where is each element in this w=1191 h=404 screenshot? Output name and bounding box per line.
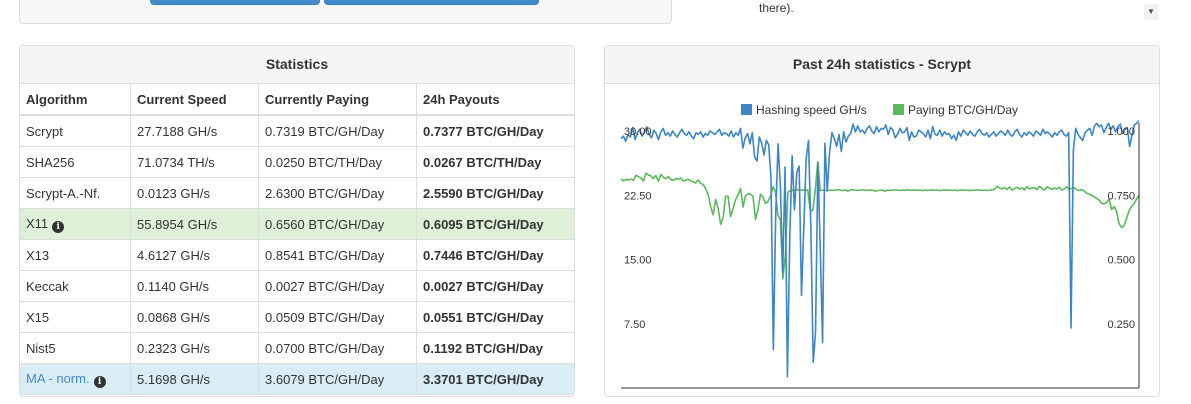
table-row: Scrypt-A.-Nf. 0.0123 GH/s 2.6300 BTC/GH/Da… [20,177,574,209]
header-24h-payouts: 24h Payouts [416,84,574,116]
cell-24h-payouts: 2.5590 BTC/GH/Day [416,177,574,209]
cell-current-speed: 55.8954 GH/s [130,208,259,240]
cell-current-speed: 27.7188 GH/s [130,115,259,147]
algorithm-label: Scrypt [26,123,63,139]
cell-algorithm: Keccak [20,270,131,302]
cell-algorithm: X15 [20,301,131,333]
statistics-table: Algorithm Current Speed Currently Paying… [20,84,574,395]
top-button-right[interactable] [324,0,539,5]
header-algorithm: Algorithm [20,84,131,116]
table-row: X13 4.6127 GH/s 0.8541 BTC/GH/Day 0.7446 BT… [20,239,574,271]
statistics-panel: Statistics Algorithm Current Speed Curre… [19,45,575,397]
cell-24h-payouts: 0.6095 BTC/GH/Day [416,208,574,240]
cell-current-speed: 0.0123 GH/s [130,177,259,209]
cell-current-speed: 5.1698 GH/s [130,363,259,395]
y-left-tick-label: 15.00 [624,255,652,267]
table-row: X15 0.0868 GH/s 0.0509 BTC/GH/Day 0.0551 BT… [20,301,574,333]
cell-currently-paying: 0.0250 BTC/TH/Day [258,146,417,178]
cell-algorithm: X13 [20,239,131,271]
algorithm-label: X11 [26,215,49,231]
scroll-down-arrow-icon[interactable]: ▼ [1144,4,1158,20]
table-row: MA - norm. i 5.1698 GH/s 3.6079 BTC/GH/Day 3… [20,363,574,395]
cell-currently-paying: 0.0700 BTC/GH/Day [258,332,417,364]
legend-label: Paying BTC/GH/Day [908,103,1018,117]
algorithm-label: SHA256 [26,154,75,170]
top-text: there). [759,1,794,15]
cell-algorithm[interactable]: MA - norm. i [20,363,131,395]
table-header-row: Algorithm Current Speed Currently Paying… [20,84,574,116]
cell-algorithm: SHA256 [20,146,131,178]
table-row: X11 i 55.8954 GH/s 0.6560 BTC/GH/Day 0.6095 … [20,208,574,240]
statistics-title: Statistics [20,46,574,84]
hashrate-chart: Hashing speed GH/s Paying BTC/GH/Day 30.00… [620,103,1140,389]
y-right-tick-label: 1.000 [1107,126,1135,138]
y-left-tick-label: 7.50 [624,319,645,331]
chart-panel: Past 24h statistics - Scrypt Hashing spe… [604,45,1160,397]
cell-current-speed: 0.2323 GH/s [130,332,259,364]
cell-current-speed: 4.6127 GH/s [130,239,259,271]
cell-currently-paying: 0.0027 BTC/GH/Day [258,270,417,302]
cell-currently-paying: 2.6300 BTC/GH/Day [258,177,417,209]
hashing-speed-line [620,120,1140,378]
legend-label: Hashing speed GH/s [756,103,867,117]
cell-currently-paying: 3.6079 BTC/GH/Day [258,363,417,395]
cell-algorithm: Scrypt [20,115,131,147]
cell-24h-payouts: 0.0027 BTC/GH/Day [416,270,574,302]
paying-line [620,161,1140,280]
chart-title: Past 24h statistics - Scrypt [605,46,1159,84]
y-right-tick-label: 0.750 [1107,190,1135,202]
legend-swatch [741,104,752,115]
cell-currently-paying: 0.8541 BTC/GH/Day [258,239,417,271]
cell-24h-payouts: 3.3701 BTC/GH/Day [416,363,574,395]
header-currently-paying: Currently Paying [258,84,417,116]
legend-swatch [893,104,904,115]
algorithm-label: Nist5 [26,340,56,356]
top-button-left[interactable] [150,0,320,5]
cell-24h-payouts: 0.7446 BTC/GH/Day [416,239,574,271]
y-left-tick-label: 22.50 [624,190,652,202]
algorithm-label: Keccak [26,278,69,294]
cell-24h-payouts: 0.0551 BTC/GH/Day [416,301,574,333]
table-row: Keccak 0.1140 GH/s 0.0027 BTC/GH/Day 0.0027… [20,270,574,302]
cell-24h-payouts: 0.7377 BTC/GH/Day [416,115,574,147]
info-icon[interactable]: i [52,220,65,233]
y-right-tick-label: 0.500 [1107,255,1135,267]
header-current-speed: Current Speed [130,84,259,116]
algorithm-label: X13 [26,247,50,263]
table-row: Nist5 0.2323 GH/s 0.0700 BTC/GH/Day 0.1192 … [20,332,574,364]
cell-currently-paying: 0.7319 BTC/GH/Day [258,115,417,147]
cell-current-speed: 71.0734 TH/s [130,146,259,178]
y-right-tick-label: 0.250 [1107,319,1135,331]
table-row: SHA256 71.0734 TH/s 0.0250 BTC/TH/Day 0.026… [20,146,574,178]
y-left-tick-label: 30.00 [624,126,652,138]
algorithm-label: X15 [26,309,50,325]
cell-algorithm: X11 i [20,208,131,240]
cell-24h-payouts: 0.1192 BTC/GH/Day [416,332,574,364]
cell-24h-payouts: 0.0267 BTC/TH/Day [416,146,574,178]
table-row: Scrypt 27.7188 GH/s 0.7319 BTC/GH/Day 0.737… [20,115,574,147]
cell-current-speed: 0.1140 GH/s [130,270,259,302]
cell-currently-paying: 0.6560 BTC/GH/Day [258,208,417,240]
info-icon[interactable]: i [93,375,106,388]
algorithm-link[interactable]: MA - norm. [26,370,90,386]
cell-current-speed: 0.0868 GH/s [130,301,259,333]
cell-currently-paying: 0.0509 BTC/GH/Day [258,301,417,333]
cell-algorithm: Scrypt-A.-Nf. [20,177,131,209]
algorithm-label: Scrypt-A.-Nf. [26,185,101,201]
cell-algorithm: Nist5 [20,332,131,364]
